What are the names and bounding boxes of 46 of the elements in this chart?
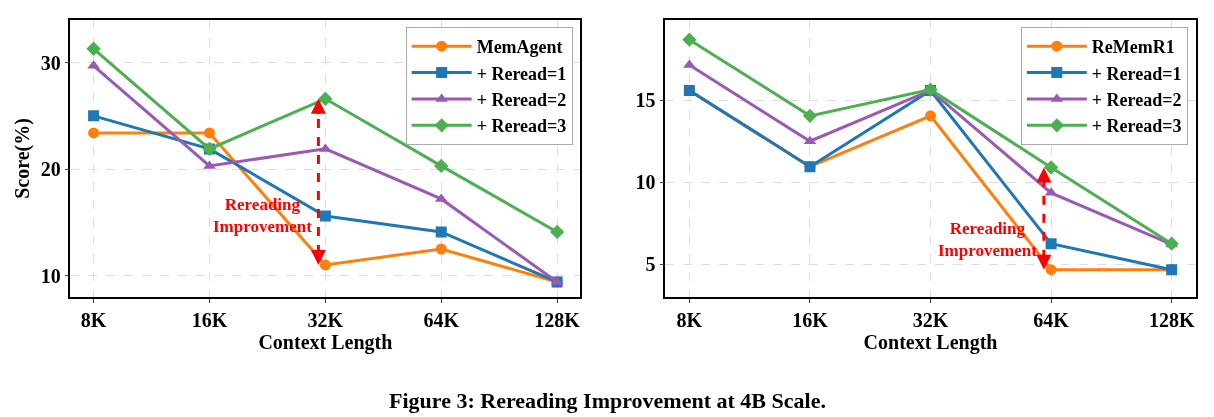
x-axis-title: Context Length [258, 330, 393, 354]
point [549, 224, 565, 240]
point [1043, 160, 1059, 175]
legend-label: + Reread=2 [1091, 89, 1182, 110]
y-tick-label: 15 [635, 89, 656, 112]
legend-label: MemAgent [476, 37, 563, 58]
x-tick-label: 64K [423, 308, 460, 331]
point [203, 127, 215, 139]
legend-label: + Reread=3 [476, 116, 567, 137]
point [682, 32, 697, 47]
x-tick-label: 16K [191, 308, 228, 331]
y-axis-title: Score(%) [10, 118, 34, 199]
point [1045, 238, 1057, 250]
legend-label: + Reread=1 [476, 63, 567, 84]
point [319, 210, 331, 222]
point [802, 108, 818, 124]
point [925, 110, 937, 122]
x-axis-title: Context Length [863, 330, 998, 354]
point [88, 127, 100, 139]
point [435, 243, 447, 255]
y-tick-label: 10 [40, 264, 61, 287]
point [319, 259, 331, 271]
x-tick-label: 128K [1148, 308, 1195, 331]
x-tick-label: 16K [792, 308, 829, 331]
legend-label: ReMemR1 [1091, 37, 1175, 58]
point [434, 158, 449, 174]
point [88, 110, 100, 122]
x-tick-label: 64K [1033, 308, 1070, 331]
legend-label: + Reread=2 [476, 89, 567, 110]
y-tick-label: 10 [635, 171, 656, 194]
x-tick-label: 128K [534, 308, 581, 331]
point [803, 135, 817, 145]
x-tick-label: 8K [676, 308, 703, 331]
legend-label: + Reread=3 [1091, 116, 1182, 137]
point [86, 41, 101, 56]
legend-label: + Reread=1 [1091, 63, 1182, 84]
y-tick-label: 30 [40, 51, 61, 74]
x-tick-label: 32K [307, 308, 344, 331]
point [318, 91, 333, 106]
x-tick-label: 8K [80, 308, 107, 331]
x-tick-label: 32K [912, 308, 949, 331]
point [1045, 264, 1057, 276]
point [435, 226, 447, 238]
y-tick-label: 20 [40, 158, 61, 181]
y-tick-label: 5 [645, 253, 656, 276]
caption: Figure 3: Rereading Improvement at 4B Scale. [389, 388, 826, 413]
